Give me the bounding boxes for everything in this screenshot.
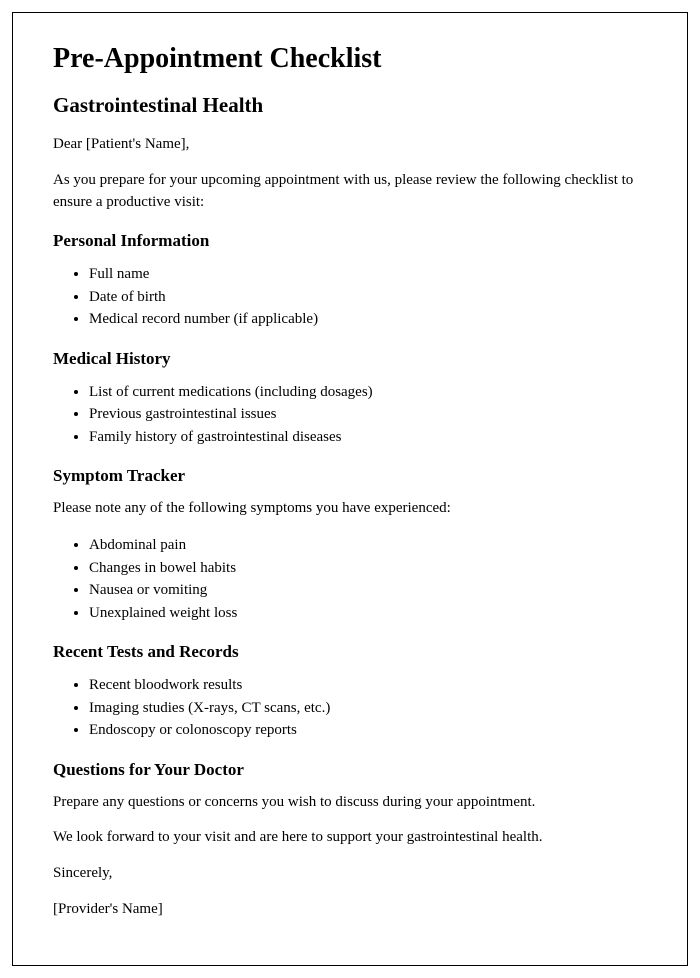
document-page: Pre-Appointment Checklist Gastrointestin… (12, 12, 688, 966)
sign-off: Sincerely, (53, 863, 647, 885)
section-heading-symptoms: Symptom Tracker (53, 466, 647, 486)
list-item: Endoscopy or colonoscopy reports (89, 719, 647, 742)
intro-paragraph: As you prepare for your upcoming appoint… (53, 170, 647, 214)
page-subtitle: Gastrointestinal Health (53, 93, 647, 118)
list-item: List of current medications (including d… (89, 381, 647, 404)
greeting-line: Dear [Patient's Name], (53, 134, 647, 156)
section-heading-questions: Questions for Your Doctor (53, 760, 647, 780)
section-heading-history: Medical History (53, 349, 647, 369)
section-heading-tests: Recent Tests and Records (53, 642, 647, 662)
questions-lead: Prepare any questions or concerns you wi… (53, 792, 647, 814)
list-item: Abdominal pain (89, 534, 647, 557)
list-item: Changes in bowel habits (89, 557, 647, 580)
list-item: Nausea or vomiting (89, 579, 647, 602)
section-heading-personal: Personal Information (53, 231, 647, 251)
list-item: Date of birth (89, 286, 647, 309)
list-item: Imaging studies (X-rays, CT scans, etc.) (89, 697, 647, 720)
list-item: Recent bloodwork results (89, 674, 647, 697)
signature-line: [Provider's Name] (53, 899, 647, 921)
list-item: Family history of gastrointestinal disea… (89, 426, 647, 449)
symptoms-lead: Please note any of the following symptom… (53, 498, 647, 520)
list-item: Unexplained weight loss (89, 602, 647, 625)
personal-info-list: Full name Date of birth Medical record n… (89, 263, 647, 331)
page-title: Pre-Appointment Checklist (53, 43, 647, 75)
tests-records-list: Recent bloodwork results Imaging studies… (89, 674, 647, 742)
list-item: Full name (89, 263, 647, 286)
medical-history-list: List of current medications (including d… (89, 381, 647, 449)
list-item: Medical record number (if applicable) (89, 308, 647, 331)
list-item: Previous gastrointestinal issues (89, 403, 647, 426)
closing-paragraph: We look forward to your visit and are he… (53, 827, 647, 849)
symptom-tracker-list: Abdominal pain Changes in bowel habits N… (89, 534, 647, 624)
